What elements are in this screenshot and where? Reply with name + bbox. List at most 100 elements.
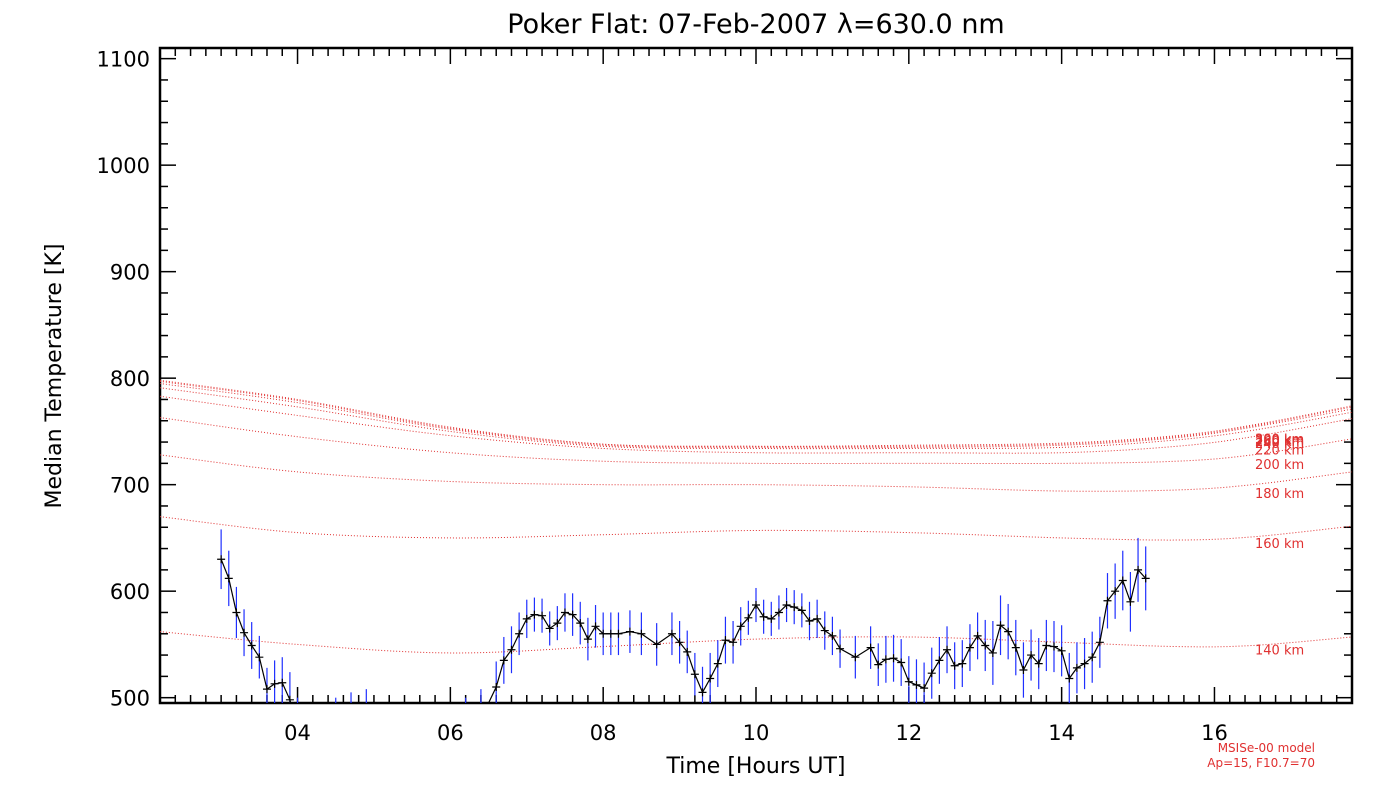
y-tick-label: 1000 [97, 154, 150, 178]
data-point [1042, 641, 1051, 650]
data-point [522, 614, 531, 623]
data-point [1019, 665, 1028, 674]
data-point [1103, 596, 1112, 605]
data-point [583, 635, 592, 644]
model-curve-label: 220 km [1255, 443, 1304, 458]
data-point [744, 613, 753, 622]
x-tick-label: 16 [1201, 721, 1228, 745]
y-tick-label: 500 [110, 687, 150, 711]
data-point [1111, 587, 1120, 596]
x-tick-label: 06 [437, 721, 464, 745]
y-tick-label: 700 [110, 474, 150, 498]
x-tick-label: 08 [590, 721, 617, 745]
data-point [599, 629, 608, 638]
model-curve-label: 280 km [1255, 434, 1304, 449]
data-point [499, 656, 508, 665]
model-curve-300-km [160, 379, 1352, 447]
data-point [690, 670, 699, 679]
y-tick-label: 600 [110, 580, 150, 604]
data-point [729, 638, 738, 647]
data-point [316, 738, 324, 746]
chart-title: Poker Flat: 07-Feb-2007 λ=630.0 nm [507, 9, 1004, 40]
data-point [278, 678, 287, 687]
data-point [224, 574, 233, 583]
data-point [538, 611, 547, 620]
x-tick-label: 10 [743, 721, 770, 745]
data-point [625, 627, 634, 636]
data-point [935, 656, 944, 665]
data-point [797, 606, 806, 615]
model-curve-label: 160 km [1255, 537, 1304, 552]
data-point [1034, 659, 1043, 668]
data-point [332, 726, 340, 734]
data-point [270, 679, 279, 688]
data-point [347, 720, 355, 728]
data-point [247, 641, 256, 650]
data-point [530, 610, 539, 619]
data-point [560, 608, 569, 617]
data-point [965, 643, 974, 652]
data-point [851, 653, 860, 662]
data-point [614, 629, 623, 638]
y-tick-labels: 500 600 700 800 900 1000 1100 [97, 48, 150, 711]
data-point [568, 610, 577, 619]
data-point [324, 734, 332, 742]
data-point [920, 684, 929, 693]
data-point [591, 622, 600, 631]
data-point [698, 688, 707, 697]
y-axis-label: Median Temperature [K] [42, 244, 67, 509]
model-curve-label: 240 km [1255, 437, 1304, 452]
data-point [1095, 638, 1104, 647]
data-point [981, 641, 990, 650]
data-point [874, 660, 883, 669]
data-point [782, 601, 791, 610]
data-point [1050, 642, 1058, 651]
x-tick-label: 04 [284, 721, 311, 745]
data-point [553, 619, 562, 628]
data-point [958, 659, 967, 668]
measured-series [217, 555, 1150, 746]
axis-ticks [159, 48, 1353, 703]
data-point [866, 643, 875, 652]
data-point [507, 645, 516, 654]
model-curve-label: 180 km [1255, 487, 1304, 502]
data-point [675, 638, 684, 647]
data-point [667, 629, 676, 638]
model-note-line1: MSISe-00 model [1218, 741, 1315, 755]
data-point [973, 631, 982, 640]
data-point [1011, 643, 1020, 652]
data-point [950, 661, 959, 670]
model-curve-180-km [160, 454, 1352, 492]
data-point [232, 608, 241, 617]
data-point [515, 629, 524, 638]
data-point [285, 695, 294, 703]
data-point [1080, 659, 1089, 668]
data-point [217, 555, 226, 564]
data-point [943, 645, 952, 654]
model-curve-220-km [160, 395, 1352, 454]
data-point [706, 674, 715, 683]
data-point [683, 647, 692, 656]
data-point [836, 644, 845, 653]
model-curve-260-km [160, 382, 1352, 449]
data-point [790, 603, 799, 612]
data-point [1004, 627, 1013, 636]
data-point [759, 612, 768, 621]
y-tick-label: 800 [110, 367, 150, 391]
data-point [996, 621, 1005, 630]
data-point [1126, 597, 1135, 606]
data-point [721, 636, 730, 645]
x-axis-label: Time [Hours UT] [666, 754, 846, 779]
data-point [1072, 663, 1081, 672]
data-point [1118, 576, 1127, 585]
data-point [1141, 574, 1150, 583]
data-point [820, 626, 829, 635]
data-point [828, 631, 837, 640]
data-point [813, 614, 822, 623]
x-tick-label: 14 [1048, 721, 1075, 745]
data-point [1057, 646, 1066, 655]
data-point [1027, 651, 1036, 660]
y-tick-label: 1100 [97, 48, 150, 72]
